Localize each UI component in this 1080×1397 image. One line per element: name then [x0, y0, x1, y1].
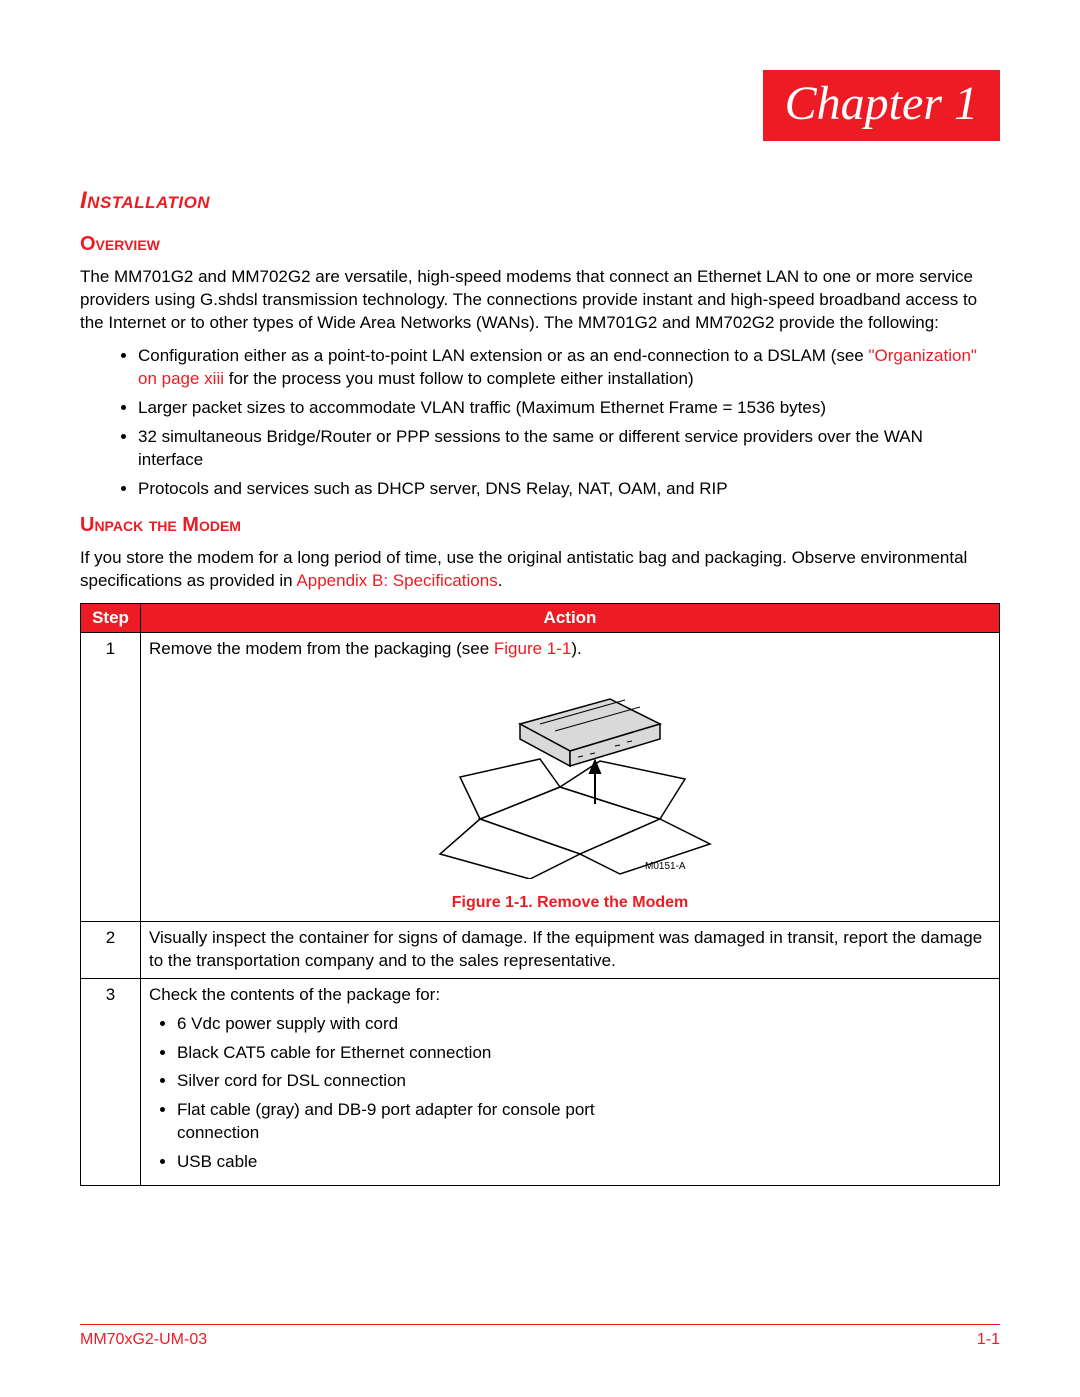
- list-item: Configuration either as a point-to-point…: [138, 345, 1000, 391]
- unpack-intro-post: .: [498, 571, 503, 590]
- list-item: Protocols and services such as DHCP serv…: [138, 478, 1000, 501]
- step-number: 3: [81, 978, 141, 1186]
- list-item: 32 simultaneous Bridge/Router or PPP ses…: [138, 426, 1000, 472]
- list-item: 6 Vdc power supply with cord: [177, 1013, 991, 1036]
- figure-id-label: M0151-A: [645, 861, 686, 872]
- overview-intro: The MM701G2 and MM702G2 are versatile, h…: [80, 266, 1000, 335]
- step-action: Check the contents of the package for: 6…: [141, 978, 1000, 1186]
- list-item: USB cable: [177, 1151, 991, 1174]
- package-contents-list: 6 Vdc power supply with cord Black CAT5 …: [149, 1013, 991, 1175]
- page-footer: MM70xG2-UM-03 1-1: [80, 1324, 1000, 1349]
- step1-text-pre: Remove the modem from the packaging (see: [149, 639, 494, 658]
- heading-overview: Overview: [80, 233, 1000, 256]
- figure-caption: Figure 1-1. Remove the Modem: [149, 892, 991, 914]
- footer-page-number: 1-1: [977, 1331, 1000, 1349]
- bullet-text-pre: Configuration either as a point-to-point…: [138, 346, 868, 365]
- table-row: 2 Visually inspect the container for sig…: [81, 921, 1000, 978]
- heading-installation: Installation: [80, 187, 1000, 215]
- list-item: Black CAT5 cable for Ethernet connection: [177, 1042, 991, 1065]
- list-item: Flat cable (gray) and DB-9 port adapter …: [177, 1099, 607, 1145]
- chapter-label: Chapter 1: [763, 70, 1000, 141]
- overview-bullet-list: Configuration either as a point-to-point…: [80, 345, 1000, 501]
- unpack-intro: If you store the modem for a long period…: [80, 547, 1000, 593]
- step-number: 2: [81, 921, 141, 978]
- col-header-action: Action: [141, 604, 1000, 633]
- step-number: 1: [81, 633, 141, 921]
- step-action: Visually inspect the container for signs…: [141, 921, 1000, 978]
- link-appendix-b[interactable]: Appendix B: Specifications: [296, 571, 497, 590]
- list-item: Larger packet sizes to accommodate VLAN …: [138, 397, 1000, 420]
- figure-1-1: M0151-A Figure 1-1. Remove the Modem: [149, 669, 991, 914]
- footer-doc-id: MM70xG2-UM-03: [80, 1331, 207, 1349]
- unpack-intro-pre: If you store the modem for a long period…: [80, 548, 967, 590]
- table-row: 3 Check the contents of the package for:…: [81, 978, 1000, 1186]
- link-figure-1-1[interactable]: Figure 1-1: [494, 639, 571, 658]
- step1-text-post: ).: [571, 639, 581, 658]
- bullet-text-post: for the process you must follow to compl…: [224, 369, 694, 388]
- modem-unboxing-illustration: M0151-A: [410, 669, 730, 879]
- table-row: 1 Remove the modem from the packaging (s…: [81, 633, 1000, 921]
- heading-unpack: Unpack the Modem: [80, 514, 1000, 537]
- col-header-step: Step: [81, 604, 141, 633]
- unpack-steps-table: Step Action 1 Remove the modem from the …: [80, 603, 1000, 1186]
- step3-lead: Check the contents of the package for:: [149, 985, 440, 1004]
- step-action: Remove the modem from the packaging (see…: [141, 633, 1000, 921]
- list-item: Silver cord for DSL connection: [177, 1070, 991, 1093]
